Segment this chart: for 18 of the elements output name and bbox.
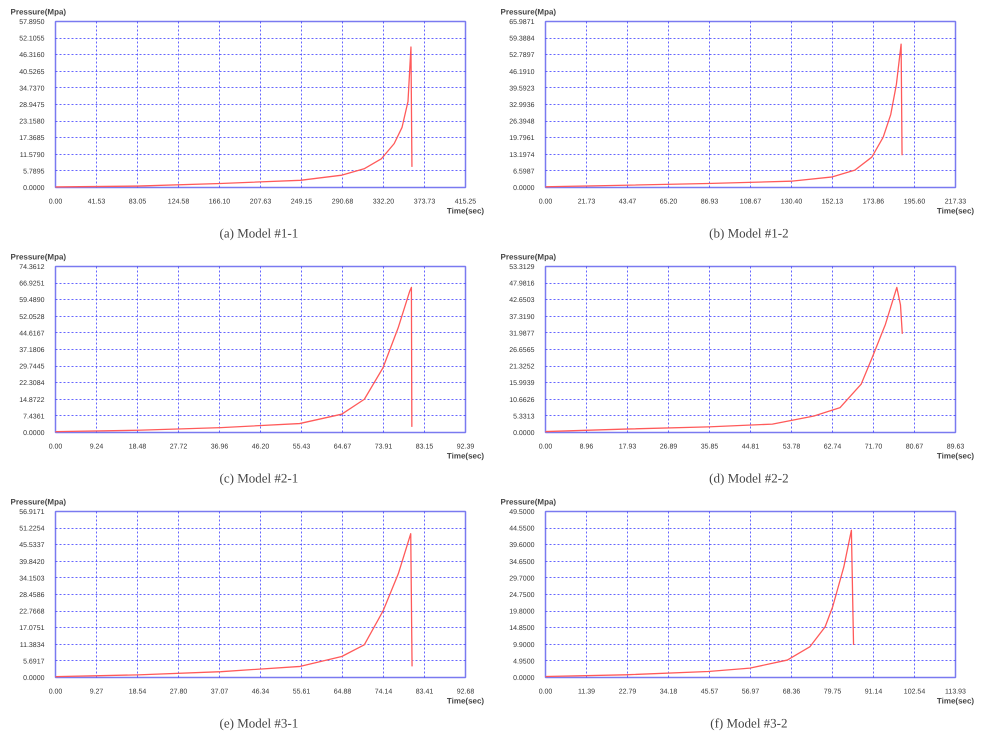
x-axis-title: Time(sec) bbox=[936, 696, 974, 706]
text: (a) Model #1-1 bbox=[220, 226, 298, 240]
y-axis-title: Pressure(Mpa) bbox=[10, 498, 66, 506]
y-axis-title: Pressure(Mpa) bbox=[500, 252, 556, 262]
y-axis-title: Pressure(Mpa) bbox=[10, 252, 66, 262]
text: (f) Model #3-2 bbox=[710, 716, 788, 730]
text: (b) Model #1-2 bbox=[709, 226, 789, 240]
text: (d) Model #2-2 bbox=[709, 470, 789, 486]
x-axis-title: Time(sec) bbox=[446, 452, 484, 460]
y-axis-title: Pressure(Mpa) bbox=[500, 8, 556, 16]
y-axis-title: Pressure(Mpa) bbox=[10, 8, 66, 16]
x-axis-title: Time(sec) bbox=[446, 696, 484, 706]
x-axis-title: Time(sec) bbox=[936, 206, 974, 216]
x-axis-title: Time(sec) bbox=[936, 452, 974, 460]
text: (c) Model #2-1 bbox=[220, 470, 298, 486]
x-axis-title: Time(sec) bbox=[446, 206, 484, 216]
text: (e) Model #3-1 bbox=[220, 716, 298, 730]
y-axis-title: Pressure(Mpa) bbox=[500, 498, 556, 506]
